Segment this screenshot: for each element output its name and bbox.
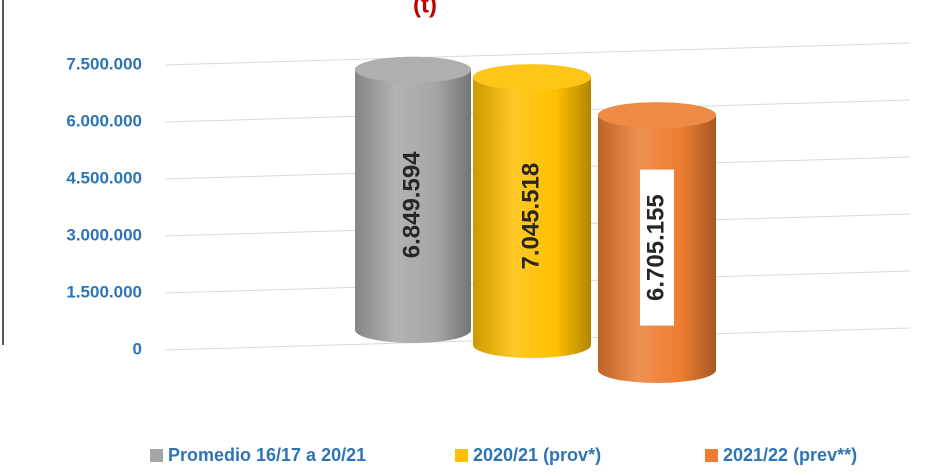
grid-line bbox=[164, 42, 911, 66]
legend-label: Promedio 16/17 a 20/21 bbox=[168, 445, 366, 465]
legend-swatch bbox=[455, 449, 468, 462]
bar bbox=[473, 64, 591, 358]
data-label: 7.045.518 bbox=[517, 163, 544, 270]
legend-swatch bbox=[705, 449, 718, 462]
y-tick-label: 3.000.000 bbox=[66, 225, 142, 244]
y-tick-label: 1.500.000 bbox=[66, 282, 142, 301]
data-label: 6.849.594 bbox=[398, 151, 425, 258]
legend-label: 2021/22 (prev**) bbox=[723, 445, 857, 465]
y-tick-label: 4.500.000 bbox=[66, 168, 142, 187]
legend-swatch bbox=[150, 449, 163, 462]
bar-top bbox=[473, 64, 591, 91]
data-label: 6.705.155 bbox=[642, 194, 669, 301]
label-box bbox=[640, 169, 674, 326]
legend-label: 2020/21 (prov*) bbox=[473, 445, 601, 465]
chart-title: (t) bbox=[413, 0, 437, 18]
y-tick-label: 0 bbox=[133, 339, 142, 358]
bar-top bbox=[598, 102, 716, 129]
bar bbox=[355, 56, 471, 343]
y-tick-label: 6.000.000 bbox=[66, 111, 142, 130]
bar-top bbox=[355, 56, 471, 83]
y-tick-label: 7.500.000 bbox=[66, 54, 142, 73]
